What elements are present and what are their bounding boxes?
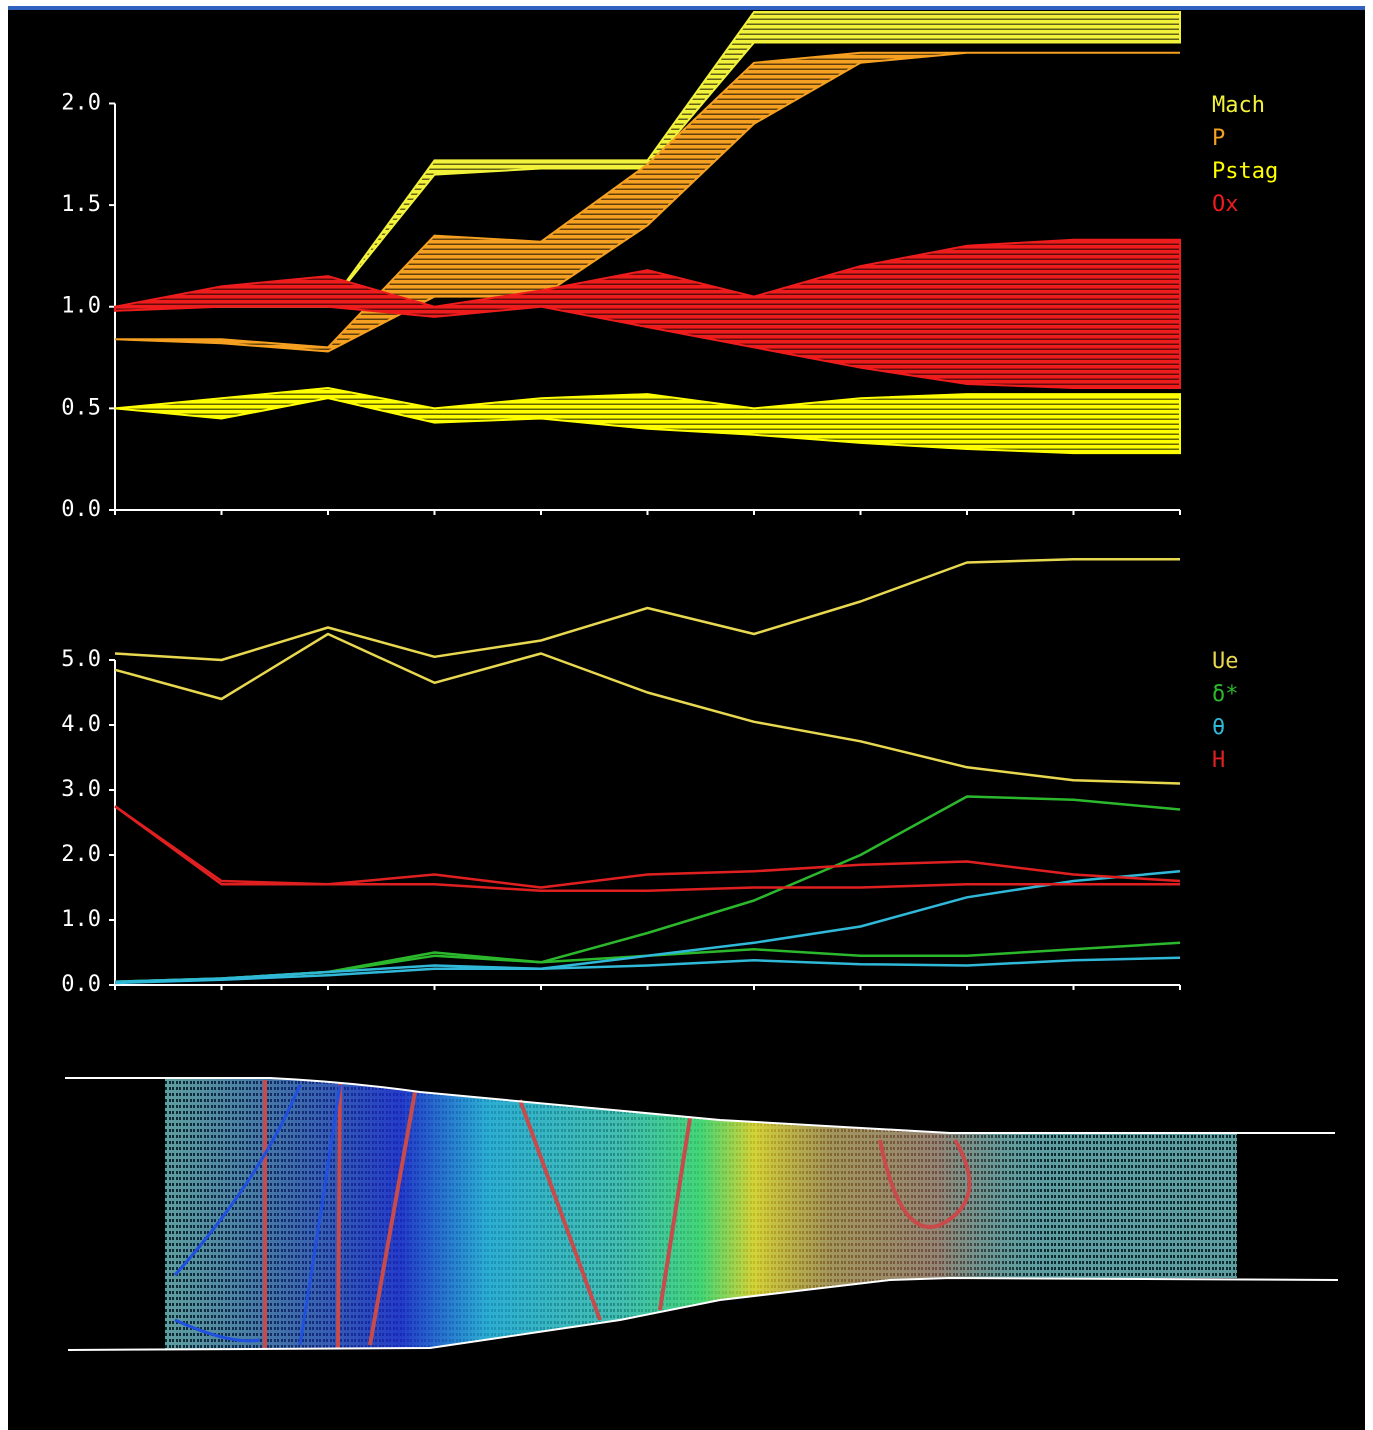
- y-tick-label: 1.5: [61, 192, 101, 217]
- chart: 0.0 1.0 2.0 3.0 4.0 5.0 Ue δ* θH: [61, 558, 1239, 997]
- legend-entry: Pstag: [1212, 159, 1278, 184]
- legend-entry: θ: [1212, 715, 1225, 740]
- legend-entry: P: [1212, 126, 1225, 151]
- y-tick-label: 5.0: [61, 647, 101, 672]
- shock-lines: [263, 1080, 972, 1349]
- contour-lines: [173, 1084, 342, 1346]
- line: [114, 632, 1181, 785]
- y-tick-label: 2.0: [61, 842, 101, 867]
- band: [114, 386, 1181, 455]
- legend-entry: Mach: [1212, 93, 1265, 118]
- y-tick-label: 0.0: [61, 972, 101, 997]
- y-tick-label: 2.0: [61, 90, 101, 115]
- line: [114, 805, 1180, 893]
- band: [114, 238, 1181, 389]
- line: [114, 558, 1180, 662]
- legend-entry: δ*: [1212, 682, 1239, 707]
- line: [114, 956, 1181, 985]
- chart: 0.0 0.5 1.0 1.5 2.0 Mach P Pstag Ox: [61, 11, 1278, 522]
- y-tick-label: 0.5: [61, 395, 101, 420]
- line: [114, 870, 1181, 984]
- top-border: [8, 6, 1365, 10]
- legend-entry: H: [1212, 748, 1225, 773]
- flow-contours: [165, 1078, 1237, 1350]
- y-tick-label: 1.0: [61, 907, 101, 932]
- band: [114, 51, 1180, 353]
- band: [115, 11, 1181, 308]
- y-tick-label: 0.0: [61, 497, 101, 522]
- legend-entry: Ue: [1212, 649, 1239, 674]
- y-tick-label: 1.0: [61, 294, 101, 319]
- flow-field: [65, 1077, 1339, 1351]
- y-tick-label: 4.0: [61, 712, 101, 737]
- walls: [65, 1077, 1339, 1351]
- y-tick-label: 3.0: [61, 777, 101, 802]
- charts: 0.0 0.5 1.0 1.5 2.0 Mach P Pstag Ox 0.0 1.0 2.0 3.0 4…: [61, 11, 1278, 997]
- legend-entry: Ox: [1212, 192, 1239, 217]
